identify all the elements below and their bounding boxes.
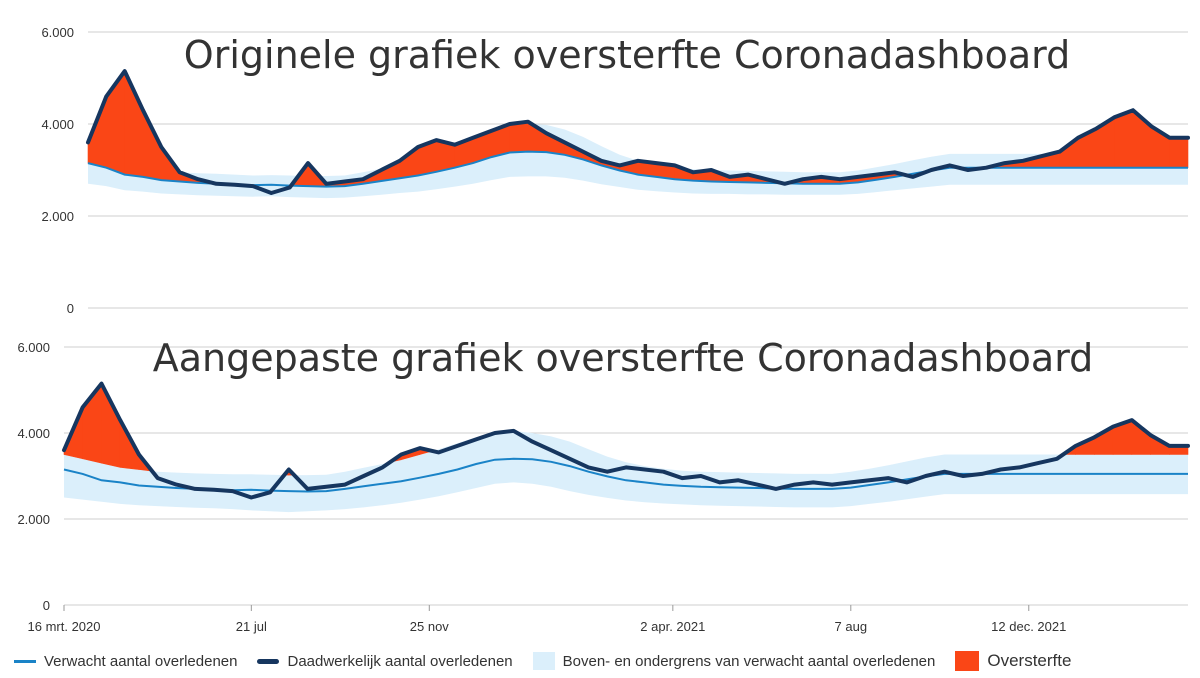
chart-title: Aangepaste grafiek oversterfte Coronadas… [153, 336, 1094, 380]
x-tick-label: 16 mrt. 2020 [28, 619, 101, 634]
legend-item-expected[interactable]: Verwacht aantal overledenen [14, 653, 237, 670]
legend-swatch-actual [257, 658, 280, 664]
excess-segment [1169, 137, 1189, 168]
y-tick-label: 4.000 [41, 117, 74, 132]
x-tick-label: 21 jul [236, 619, 267, 634]
x-tick-label: 12 dec. 2021 [991, 619, 1066, 634]
legend-label-actual: Daadwerkelijk aantal overledenen [287, 652, 513, 670]
x-tick-label: 7 aug [835, 619, 868, 634]
actual-line [86, 69, 1190, 195]
y-tick-label: 6.000 [41, 25, 74, 40]
legend-item-band[interactable]: Boven- en ondergrens van verwacht aantal… [532, 652, 936, 670]
band-area [64, 430, 1188, 513]
y-tick-label: 0 [67, 301, 74, 316]
legend-swatch-band [532, 652, 555, 670]
chart-title: Originele grafiek oversterfte Coronadash… [184, 33, 1070, 77]
legend-label-band: Boven- en ondergrens van verwacht aantal… [562, 652, 936, 670]
x-tick-label: 25 nov [410, 619, 450, 634]
chart-canvas: 0 2.000 4.000 6.000 Originele grafiek overst… [17, 25, 1190, 634]
legend-label-excess: Oversterfte [987, 651, 1072, 670]
excess-segment [1114, 109, 1134, 168]
legend-item-excess[interactable]: Oversterfte [955, 651, 1071, 671]
excess-segment [101, 383, 121, 468]
y-tick-label: 0 [43, 598, 50, 613]
excess-segment [509, 121, 529, 153]
legend-swatch-excess [955, 651, 980, 671]
y-tick-label: 2.000 [41, 209, 74, 224]
y-tick-label: 6.000 [17, 340, 50, 355]
y-tick-label: 4.000 [17, 426, 50, 441]
expected-line [87, 150, 1188, 188]
legend-swatch-expected [14, 659, 36, 663]
chart-legend: Verwacht aantal overledenen Daadwerkelij… [14, 648, 1194, 674]
y-tick-label: 2.000 [17, 512, 50, 527]
x-tick-label: 2 apr. 2021 [640, 619, 705, 634]
expected-line [63, 457, 1188, 493]
legend-item-actual[interactable]: Daadwerkelijk aantal overledenen [257, 652, 513, 670]
legend-label-expected: Verwacht aantal overledenen [44, 652, 238, 670]
actual-line [62, 381, 1190, 500]
